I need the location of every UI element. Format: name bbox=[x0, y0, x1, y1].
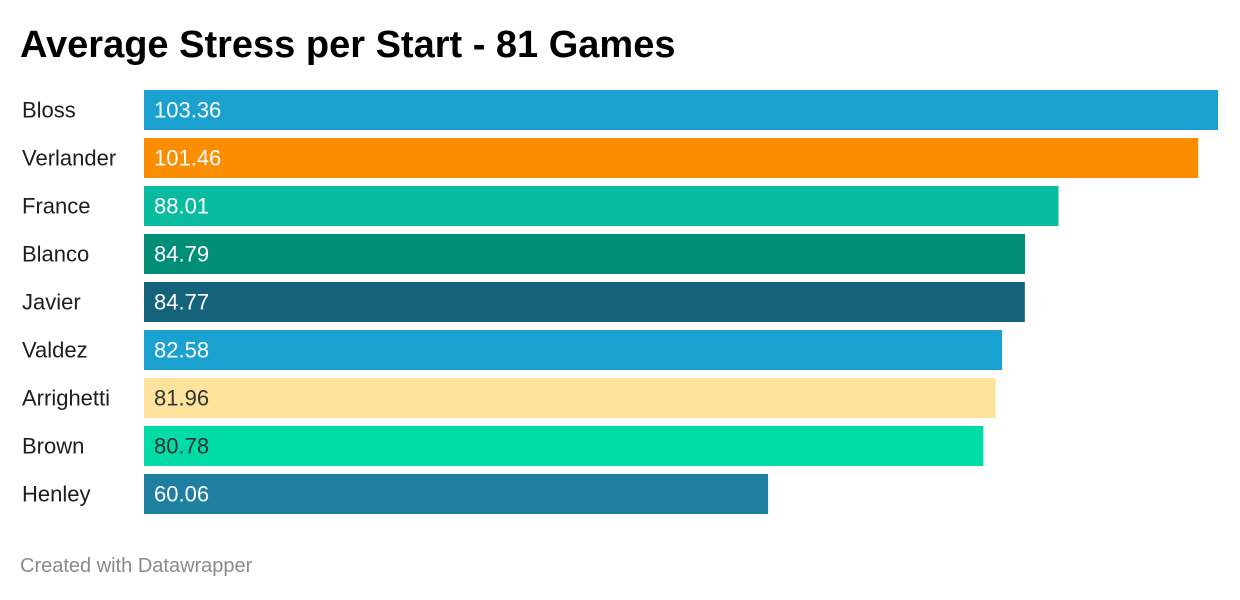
value-label: 80.78 bbox=[154, 434, 209, 459]
category-label: Arrighetti bbox=[22, 386, 110, 411]
value-label: 81.96 bbox=[154, 386, 209, 411]
value-label: 84.77 bbox=[154, 290, 209, 315]
footer-credit: Created with Datawrapper bbox=[20, 555, 253, 577]
value-label: 103.36 bbox=[154, 98, 221, 123]
value-label: 82.58 bbox=[154, 338, 209, 363]
category-label: Henley bbox=[22, 482, 90, 507]
value-label: 84.79 bbox=[154, 242, 209, 267]
chart-title: Average Stress per Start - 81 Games bbox=[20, 24, 676, 66]
category-label: Blanco bbox=[22, 242, 89, 267]
value-label: 88.01 bbox=[154, 194, 209, 219]
bar-france bbox=[144, 186, 1059, 226]
bar-blanco bbox=[144, 234, 1026, 274]
value-label: 101.46 bbox=[154, 146, 221, 171]
category-label: Verlander bbox=[22, 146, 116, 171]
value-label: 60.06 bbox=[154, 482, 209, 507]
bar-henley bbox=[144, 474, 769, 514]
bar-verlander bbox=[144, 138, 1199, 178]
bar-bloss bbox=[144, 90, 1218, 130]
category-label: Brown bbox=[22, 434, 84, 459]
bar-valdez bbox=[144, 330, 1003, 370]
category-label: France bbox=[22, 194, 90, 219]
bar-javier bbox=[144, 282, 1025, 322]
category-label: Bloss bbox=[22, 98, 76, 123]
category-label: Javier bbox=[22, 290, 81, 315]
category-label: Valdez bbox=[22, 338, 88, 363]
bar-arrighetti bbox=[144, 378, 996, 418]
bar-brown bbox=[144, 426, 984, 466]
